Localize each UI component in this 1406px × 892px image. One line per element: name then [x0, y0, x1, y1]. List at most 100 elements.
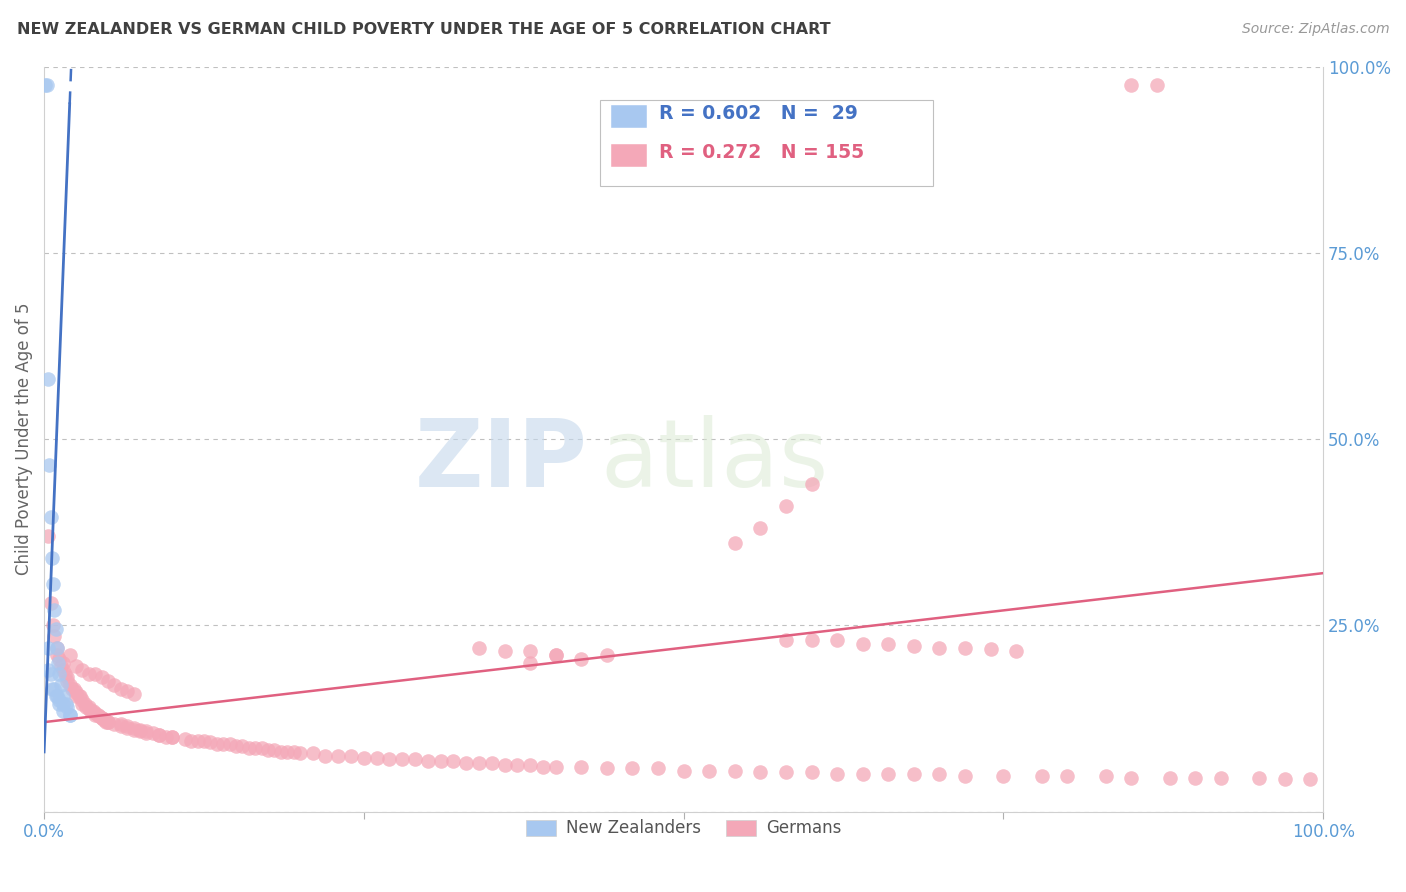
- Point: [49, 678, 72, 692]
- Point: [117, 719, 139, 733]
- Point: [366, 751, 388, 765]
- Point: [494, 644, 516, 658]
- Point: [1121, 78, 1143, 93]
- Point: [38, 458, 60, 472]
- Point: [45, 622, 67, 636]
- Point: [288, 747, 311, 761]
- Point: [56, 670, 79, 684]
- Point: [82, 704, 104, 718]
- Point: [775, 633, 797, 648]
- Point: [1209, 771, 1232, 785]
- Point: [468, 640, 491, 655]
- Point: [48, 693, 70, 707]
- Text: R = 0.272   N = 155: R = 0.272 N = 155: [659, 143, 865, 161]
- Point: [212, 738, 235, 752]
- Point: [231, 739, 253, 753]
- Point: [44, 630, 66, 644]
- Point: [953, 769, 976, 783]
- Point: [90, 670, 112, 684]
- Point: [852, 767, 875, 781]
- Point: [55, 697, 77, 711]
- Point: [378, 752, 401, 766]
- Point: [283, 745, 305, 759]
- Point: [97, 674, 120, 689]
- Point: [34, 78, 56, 93]
- Point: [180, 733, 202, 747]
- Point: [110, 681, 132, 696]
- Point: [60, 681, 83, 696]
- Point: [506, 757, 529, 772]
- Point: [569, 652, 592, 666]
- Point: [749, 521, 772, 535]
- Point: [276, 745, 298, 759]
- Point: [1274, 772, 1296, 787]
- Point: [1005, 644, 1028, 658]
- Point: [45, 648, 67, 662]
- Point: [35, 78, 58, 93]
- Point: [953, 640, 976, 655]
- Point: [160, 730, 183, 744]
- Point: [49, 659, 72, 673]
- Point: [52, 689, 75, 703]
- Point: [263, 743, 285, 757]
- Point: [77, 702, 100, 716]
- Point: [69, 689, 91, 703]
- Point: [87, 709, 110, 723]
- Point: [800, 633, 823, 648]
- Point: [621, 761, 644, 775]
- Point: [519, 656, 541, 670]
- Point: [59, 648, 82, 662]
- Point: [45, 640, 67, 655]
- Bar: [610, 105, 647, 128]
- Point: [44, 603, 66, 617]
- Point: [135, 724, 157, 739]
- Point: [980, 642, 1002, 657]
- Point: [928, 767, 950, 781]
- FancyBboxPatch shape: [600, 100, 934, 186]
- Point: [45, 689, 67, 703]
- Point: [59, 707, 82, 722]
- Point: [67, 689, 90, 703]
- Y-axis label: Child Poverty Under the Age of 5: Child Poverty Under the Age of 5: [15, 302, 32, 575]
- Point: [1056, 769, 1078, 783]
- Point: [37, 372, 59, 386]
- Point: [697, 764, 720, 778]
- Point: [1031, 769, 1053, 783]
- Point: [135, 726, 157, 740]
- Point: [825, 767, 848, 781]
- Point: [672, 764, 695, 778]
- Point: [72, 663, 94, 677]
- Point: [110, 719, 132, 733]
- Point: [456, 756, 478, 770]
- Point: [877, 637, 900, 651]
- Point: [1249, 771, 1271, 785]
- Point: [59, 678, 82, 692]
- Point: [97, 715, 120, 730]
- Point: [775, 765, 797, 780]
- Point: [65, 659, 87, 673]
- Point: [45, 689, 67, 703]
- Point: [122, 723, 145, 737]
- Point: [200, 735, 222, 749]
- Legend: New Zealanders, Germans: New Zealanders, Germans: [519, 813, 848, 844]
- Point: [270, 745, 292, 759]
- Point: [825, 633, 848, 648]
- Point: [903, 767, 925, 781]
- Point: [800, 765, 823, 780]
- Point: [519, 757, 541, 772]
- Point: [48, 666, 70, 681]
- Point: [62, 681, 84, 696]
- Point: [328, 748, 350, 763]
- Point: [48, 697, 70, 711]
- Point: [72, 693, 94, 707]
- Point: [1121, 771, 1143, 785]
- Point: [46, 656, 69, 670]
- Point: [724, 764, 747, 778]
- Point: [52, 656, 75, 670]
- Point: [243, 741, 266, 756]
- Point: [87, 707, 110, 722]
- Point: [544, 648, 567, 662]
- Point: [44, 681, 66, 696]
- Point: [37, 663, 59, 677]
- Point: [800, 476, 823, 491]
